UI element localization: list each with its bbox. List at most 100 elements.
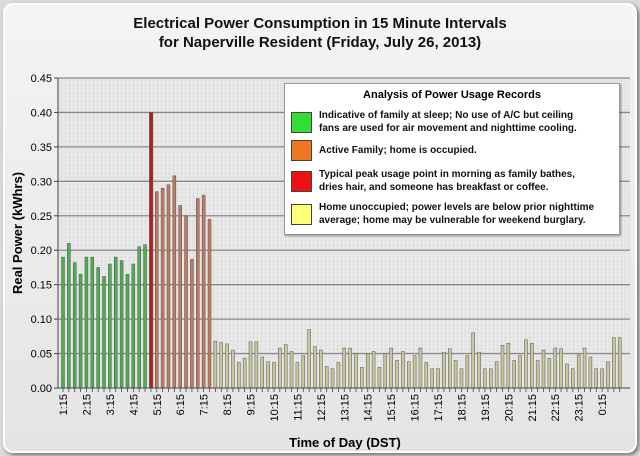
y-tick-label: 0.05 — [31, 349, 52, 361]
x-axis-label: Time of Day (DST) — [289, 435, 401, 450]
x-tick-label: 9:15 — [246, 394, 258, 415]
bar-unoccupied — [412, 355, 417, 389]
legend-item-active: Active Family; home is occupied. — [291, 140, 477, 161]
bar-unoccupied — [553, 347, 557, 389]
bar-unoccupied — [307, 329, 311, 389]
bar-unoccupied — [330, 368, 335, 389]
x-tick-label: 17:15 — [433, 394, 445, 422]
bar-active — [190, 258, 194, 389]
bar-unoccupied — [494, 361, 499, 389]
legend-text: average; home may be vulnerable for week… — [319, 215, 586, 226]
bar-sleep — [78, 274, 83, 389]
bar-unoccupied — [342, 347, 347, 389]
x-tick-label: 3:15 — [105, 394, 117, 415]
bar-sleep — [119, 260, 124, 389]
bar-unoccupied — [395, 360, 399, 389]
y-tick-label: 0.25 — [31, 211, 52, 223]
x-tick-label: 22:15 — [550, 394, 562, 422]
bar-unoccupied — [606, 361, 610, 389]
bar-active — [155, 191, 159, 389]
bar-active — [166, 184, 171, 389]
bar-unoccupied — [547, 358, 552, 389]
bar-unoccupied — [424, 362, 429, 389]
bar-unoccupied — [530, 342, 534, 389]
bar-unoccupied — [442, 351, 446, 389]
bar-sleep — [102, 276, 106, 389]
y-tick-label: 0.45 — [31, 73, 52, 85]
bar-unoccupied — [377, 367, 382, 389]
x-tick-label: 14:15 — [363, 394, 375, 422]
bar-unoccupied — [389, 347, 393, 389]
bar-sleep — [143, 244, 147, 389]
x-tick-label: 16:15 — [410, 394, 422, 422]
x-tick-label: 18:15 — [456, 394, 468, 422]
bar-unoccupied — [283, 344, 288, 389]
y-tick-label: 0.30 — [31, 176, 52, 188]
bar-sleep — [96, 267, 100, 389]
legend-title: Analysis of Power Usage Records — [363, 89, 541, 101]
bar-active — [196, 198, 200, 389]
x-tick-label: 7:15 — [199, 394, 211, 415]
x-tick-label: 12:15 — [316, 394, 328, 422]
legend: Analysis of Power Usage Records Indicati… — [284, 83, 620, 235]
legend-text: Active Family; home is occupied. — [319, 145, 477, 156]
title-line-1: Electrical Power Consumption in 15 Minut… — [133, 15, 507, 32]
bar-unoccupied — [354, 353, 358, 389]
x-tick-label: 10:15 — [269, 394, 281, 422]
bar-unoccupied — [225, 343, 229, 389]
bar-unoccupied — [436, 368, 440, 389]
x-tick-label: 23:15 — [574, 394, 586, 422]
legend-swatch-active — [291, 140, 312, 161]
bar-unoccupied — [336, 362, 341, 389]
bar-sleep — [61, 256, 65, 389]
bar-unoccupied — [430, 368, 434, 389]
bar-unoccupied — [588, 356, 593, 389]
bar-unoccupied — [401, 351, 405, 389]
legend-swatch-peak — [291, 170, 312, 192]
bar-sleep — [125, 274, 130, 389]
bar-unoccupied — [260, 356, 264, 389]
x-tick-label: 13:15 — [339, 394, 351, 422]
bar-unoccupied — [465, 355, 470, 389]
bar-unoccupied — [576, 354, 581, 389]
bar-unoccupied — [617, 337, 622, 389]
y-tick-label: 0.10 — [31, 314, 52, 326]
bar-unoccupied — [289, 351, 294, 389]
y-tick-label: 0.20 — [31, 245, 52, 257]
x-tick-label: 0:15 — [597, 394, 609, 415]
bar-unoccupied — [600, 368, 604, 389]
bar-unoccupied — [242, 358, 247, 389]
legend-item-peak: Typical peak usage point in morning as f… — [291, 168, 575, 194]
bar-unoccupied — [254, 341, 259, 389]
x-tick-label: 20:15 — [503, 394, 515, 422]
legend-item-sleep: Indicative of family at sleep; No use of… — [291, 109, 577, 135]
bar-sleep — [131, 263, 136, 389]
y-tick-label: 0.40 — [31, 107, 52, 119]
bar-unoccupied — [518, 355, 522, 389]
bar-unoccupied — [248, 341, 253, 389]
bar-sleep — [84, 256, 89, 389]
legend-swatch-unoccupied — [291, 203, 312, 225]
bar-active — [178, 205, 182, 389]
bar-unoccupied — [324, 366, 329, 389]
bar-unoccupied — [383, 353, 388, 389]
bar-unoccupied — [213, 340, 218, 389]
bar-unoccupied — [612, 337, 616, 389]
bar-unoccupied — [571, 368, 575, 389]
bar-unoccupied — [489, 368, 493, 389]
y-tick-label: 0.00 — [31, 383, 52, 395]
bar-sleep — [108, 263, 112, 389]
legend-text: Home unoccupied; power levels are below … — [319, 202, 595, 213]
x-tick-label: 6:15 — [175, 394, 187, 415]
bar-active — [184, 215, 188, 389]
bar-unoccupied — [418, 347, 423, 389]
x-tick-label: 4:15 — [128, 394, 140, 415]
legend-swatch-sleep — [291, 111, 312, 133]
bar-active — [207, 218, 212, 389]
bar-unoccupied — [272, 362, 276, 389]
x-tick-label: 1:15 — [58, 394, 70, 415]
bar-unoccupied — [365, 353, 370, 389]
bar-unoccupied — [541, 349, 546, 389]
legend-text: Indicative of family at sleep; No use of… — [319, 110, 574, 121]
bar-unoccupied — [319, 349, 323, 389]
